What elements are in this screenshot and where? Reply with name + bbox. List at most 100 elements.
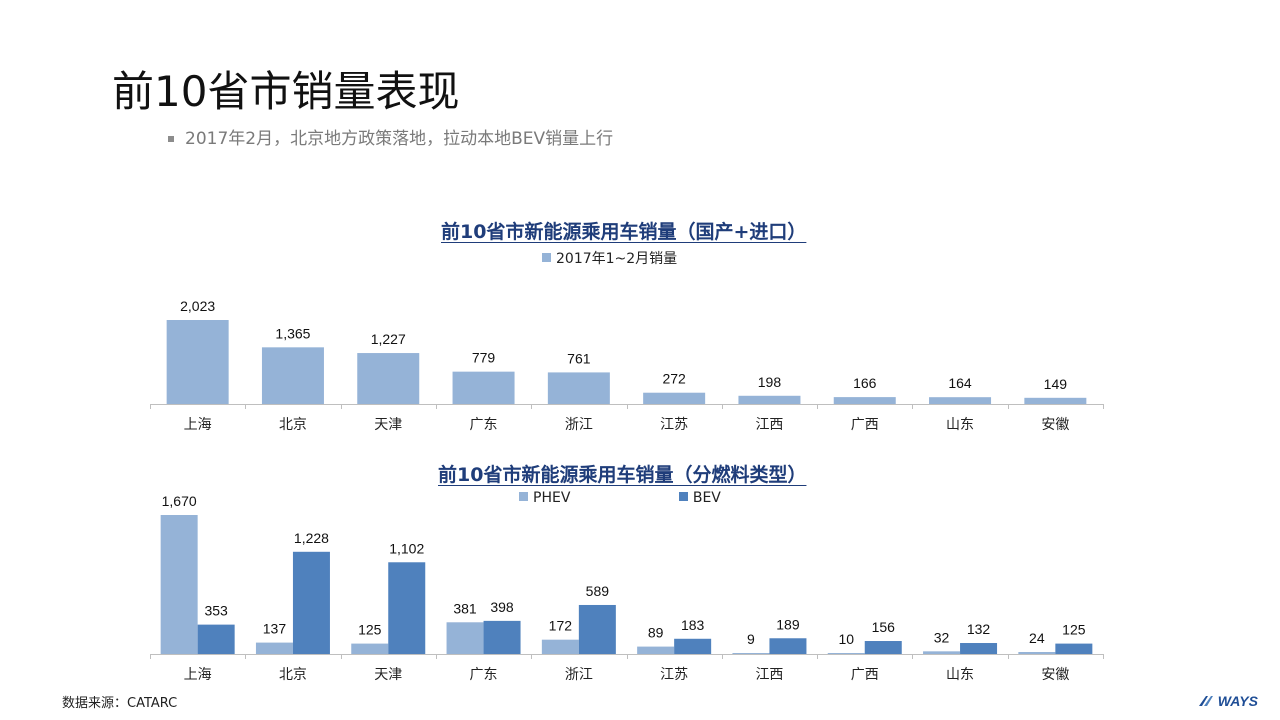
chart2-bar-phev [637, 646, 675, 654]
legend-item-series1: 2017年1~2月销量 [542, 248, 677, 268]
chart1-data-label: 761 [567, 350, 591, 366]
chart2-data-label: 1,102 [389, 540, 424, 556]
chart2-data-label: 137 [263, 621, 287, 637]
chart2-bar-bev [769, 638, 807, 654]
chart1-category-label: 上海 [184, 417, 212, 433]
ways-logo-icon [1198, 696, 1213, 706]
chart2-category-label: 上海 [184, 667, 212, 683]
chart1-data-label: 166 [853, 375, 877, 391]
chart2-bar-phev [160, 515, 198, 654]
chart2-data-label: 398 [490, 599, 514, 615]
chart2-data-label: 353 [204, 603, 228, 619]
chart2-data-label: 381 [453, 600, 477, 616]
chart1-data-label: 779 [472, 350, 496, 366]
chart2-category-label: 天津 [374, 667, 402, 683]
chart2-data-label: 10 [838, 631, 854, 647]
chart2-bar-phev [1018, 652, 1056, 654]
chart2-category-label: 广西 [851, 667, 879, 683]
chart2-legend: PHEV BEV [519, 490, 767, 506]
chart1-data-label: 149 [1044, 376, 1068, 392]
chart1-category-label: 山东 [946, 417, 974, 433]
chart1-data-label: 198 [758, 374, 782, 390]
chart2-bar-bev [1055, 643, 1093, 654]
chart1-category-label: 广东 [470, 417, 498, 433]
chart1-category-label: 天津 [374, 417, 402, 433]
chart1-bar-201712series [547, 372, 610, 404]
chart2-title: 前10省市新能源乘用车销量（分燃料类型） [438, 464, 807, 486]
bullet-text: 2017年2月，北京地方政策落地，拉动本地BEV销量上行 [185, 129, 614, 149]
chart2-data-label: 183 [681, 617, 705, 633]
chart2-data-label: 9 [747, 631, 755, 647]
chart2-category-label: 安徽 [1041, 667, 1069, 683]
legend-label: BEV [692, 490, 721, 506]
chart1-bar-201712series [738, 395, 801, 404]
bullet-square-icon [168, 136, 174, 142]
legend-label: 2017年1~2月销量 [556, 251, 678, 267]
chart2-data-label: 125 [358, 622, 382, 638]
chart2-bar-bev [197, 624, 235, 654]
chart2-bar-bev [578, 604, 616, 654]
chart1-bar-201712series [929, 397, 992, 404]
chart2-category-label: 广东 [470, 667, 498, 683]
legend-item-bev: BEV [678, 490, 721, 506]
legend-swatch [542, 253, 551, 262]
chart2-category-label: 江苏 [660, 667, 688, 683]
ways-logo: WAYS [1198, 693, 1258, 709]
chart2-category-label: 江西 [755, 667, 783, 683]
chart1-data-label: 164 [948, 375, 972, 391]
chart2-category-label: 北京 [279, 667, 307, 683]
page-title: 前10省市销量表现 [112, 67, 460, 116]
chart2-data-label: 132 [967, 621, 991, 637]
chart1-category-label: 安徽 [1041, 417, 1069, 433]
chart1-data-label: 1,365 [275, 325, 310, 341]
chart1-category-label: 江苏 [660, 417, 688, 433]
chart1-category-label: 江西 [755, 417, 783, 433]
chart1-bar-201712series [643, 392, 706, 404]
chart2-data-label: 1,228 [294, 530, 329, 546]
chart2-category-label: 浙江 [565, 667, 593, 683]
data-source-note: 数据来源：CATARC [62, 696, 178, 711]
chart1-category-label: 浙江 [565, 417, 593, 433]
chart1-bar-201712series [166, 320, 229, 404]
chart1-bar-201712series [357, 353, 420, 404]
chart2-data-label: 24 [1029, 630, 1045, 646]
chart2-bar-bev [483, 620, 521, 654]
chart1-category-label: 北京 [279, 417, 307, 433]
chart2-bar-bev [388, 562, 426, 654]
chart2-category-label: 山东 [946, 667, 974, 683]
chart2-bar-bev [864, 641, 902, 654]
chart2-bar-bev [674, 638, 712, 654]
chart1-bar-201712series [1024, 397, 1087, 404]
chart2-bar-phev [541, 639, 579, 654]
chart1-bar-201712series [261, 347, 324, 404]
chart2-data-label: 32 [934, 629, 950, 645]
chart2-bar-phev [255, 642, 293, 654]
chart2-bar-phev [827, 653, 865, 654]
chart1-data-label: 2,023 [180, 298, 215, 314]
chart2-data-label: 156 [872, 619, 896, 635]
legend-label: PHEV [533, 490, 571, 506]
chart1-data-label: 1,227 [371, 331, 406, 347]
chart1-category-label: 广西 [851, 417, 879, 433]
chart2-data-label: 189 [776, 616, 800, 632]
chart2-bar-bev [960, 643, 998, 654]
chart2-data-label: 172 [549, 618, 573, 634]
legend-item-phev: PHEV [519, 490, 570, 506]
legend-swatch [519, 492, 528, 501]
logo-text: WAYS [1217, 693, 1258, 709]
chart1-title: 前10省市新能源乘用车销量（国产+进口） [441, 221, 807, 243]
chart2-bar-phev [923, 651, 961, 654]
chart2-bar-phev [446, 622, 484, 654]
chart2-data-label: 1,670 [162, 493, 197, 509]
chart2-bar-phev [732, 653, 770, 654]
chart2-data-label: 125 [1062, 622, 1086, 638]
chart2-bar-bev [292, 551, 330, 654]
chart1-bar-201712series [833, 397, 896, 404]
legend-swatch [678, 492, 688, 501]
chart1-data-label: 272 [662, 371, 686, 387]
chart1-bar-201712series [452, 371, 515, 404]
chart2-bar-phev [351, 643, 389, 654]
chart1-legend: 2017年1~2月销量 [542, 248, 723, 268]
chart2-data-label: 89 [648, 625, 664, 641]
